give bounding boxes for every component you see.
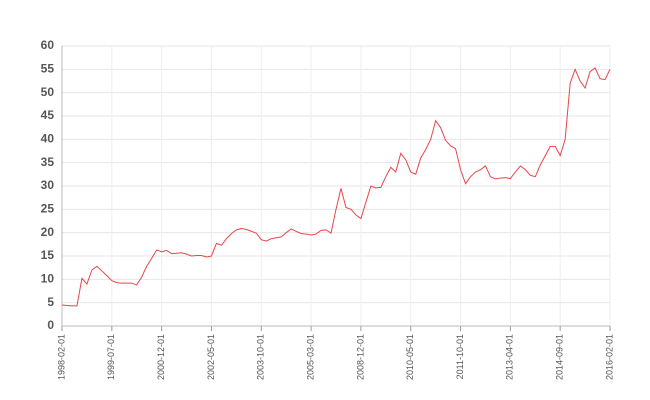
- y-tick-label: 45: [41, 108, 55, 122]
- y-tick-label: 60: [41, 38, 55, 52]
- y-tick-label: 5: [47, 295, 54, 309]
- x-tick-label: 2013-04-01: [505, 334, 515, 380]
- y-tick-label: 30: [41, 178, 55, 192]
- x-tick-label: 2011-10-01: [455, 334, 465, 379]
- x-tick-label: 2016-02-01: [604, 334, 614, 380]
- y-tick-label: 50: [41, 85, 55, 99]
- x-tick-label: 1998-02-01: [56, 334, 66, 380]
- y-tick-label: 35: [41, 155, 55, 169]
- y-tick-label: 10: [41, 272, 55, 286]
- y-tick-label: 55: [41, 62, 55, 76]
- y-tick-label: 40: [41, 132, 55, 146]
- x-tick-label: 1999-07-01: [106, 334, 116, 380]
- y-tick-label: 15: [41, 248, 55, 262]
- data-line: [61, 67, 611, 307]
- x-tick-label: 2003-10-01: [256, 334, 266, 380]
- y-tick-label: 25: [41, 202, 55, 216]
- x-tick-label: 2014-09-01: [555, 334, 565, 380]
- x-tick-label: 2010-05-01: [405, 334, 415, 380]
- x-tick-label: 2008-12-01: [355, 334, 365, 380]
- x-tick-label: 2000-12-01: [156, 334, 166, 380]
- y-tick-label: 0: [47, 318, 54, 332]
- x-tick-label: 2005-03-01: [305, 334, 315, 380]
- y-tick-label: 20: [41, 225, 55, 239]
- x-tick-label: 2002-05-01: [206, 334, 216, 380]
